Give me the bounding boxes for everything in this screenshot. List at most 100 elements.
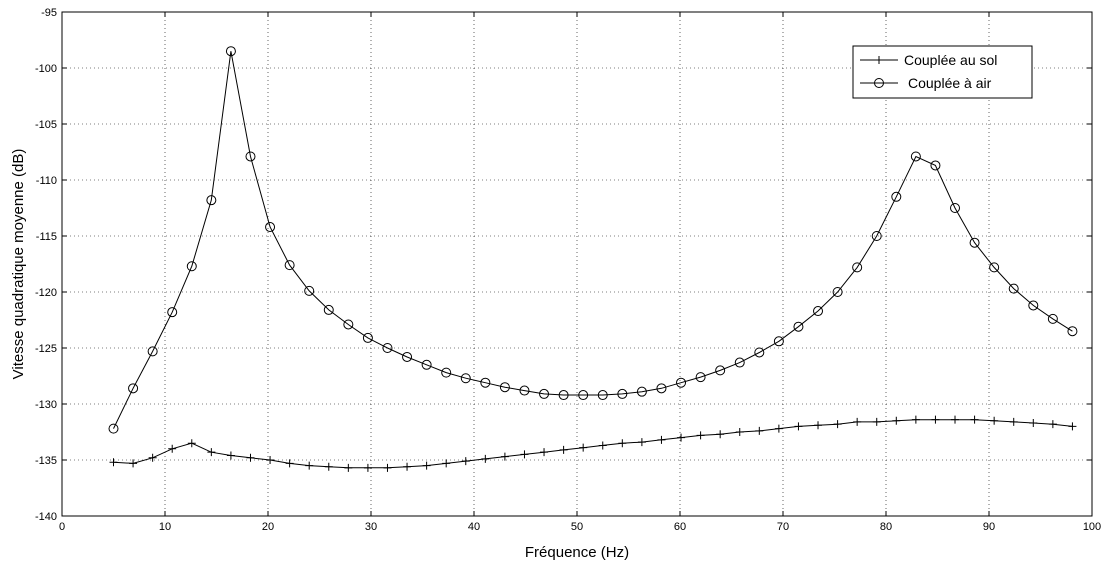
data-point-plus — [814, 421, 823, 430]
x-tick-label: 100 — [1083, 521, 1101, 533]
data-point-circle — [558, 390, 569, 401]
y-tick-label: -115 — [36, 231, 57, 243]
data-point-plus — [794, 422, 803, 431]
series-line-air — [113, 51, 1073, 429]
data-point-circle — [715, 365, 726, 376]
data-point-plus — [892, 416, 901, 425]
data-point-circle — [382, 343, 393, 353]
data-point-circle — [539, 388, 550, 399]
data-point-plus — [305, 461, 314, 470]
series-sol — [109, 415, 1077, 472]
data-point-plus — [774, 424, 783, 433]
data-point-circle — [304, 285, 315, 296]
legend-marker-plus — [875, 56, 883, 64]
legend-label-sol: Couplée au sol — [904, 52, 997, 68]
x-tick-label: 60 — [674, 521, 686, 533]
y-tick-label: -135 — [35, 455, 57, 467]
series-air — [108, 46, 1078, 434]
data-point-circle — [343, 319, 354, 330]
x-tick-label: 0 — [59, 521, 65, 533]
x-tick-label: 10 — [159, 521, 171, 533]
y-tick-label: -95 — [41, 7, 57, 19]
data-point-plus — [285, 459, 294, 468]
x-tick-label: 40 — [468, 521, 480, 533]
data-point-circle — [499, 382, 510, 393]
data-point-plus — [579, 443, 588, 452]
legend-marker-plus-shape — [875, 56, 883, 64]
data-point-circle — [323, 304, 334, 315]
data-point-plus — [168, 444, 177, 453]
data-point-plus — [403, 462, 412, 471]
data-point-plus — [266, 456, 275, 464]
data-point-circle — [480, 377, 491, 388]
data-point-circle — [265, 222, 276, 233]
data-point-circle — [128, 383, 139, 394]
x-tick-label: 90 — [983, 521, 995, 533]
x-tick-label: 30 — [365, 521, 377, 533]
data-point-circle — [597, 390, 608, 401]
data-point-plus — [481, 454, 490, 463]
data-point-plus — [853, 417, 862, 426]
data-point-circle — [695, 372, 706, 383]
data-point-circle — [245, 151, 256, 162]
y-tick-label: -120 — [35, 287, 57, 299]
data-point-circle — [108, 423, 119, 434]
y-tick-label: -140 — [35, 511, 57, 523]
data-point-circle — [421, 359, 432, 370]
data-point-plus — [1029, 419, 1038, 428]
data-point-circle — [147, 346, 158, 357]
data-point-plus — [148, 453, 157, 462]
data-point-plus — [540, 448, 549, 457]
x-ticks: 0 10 20 30 40 50 60 70 80 90 100 — [59, 12, 1101, 533]
data-point-plus — [207, 448, 216, 457]
data-point-circle — [206, 195, 217, 206]
data-point-plus — [520, 450, 529, 459]
data-point-circle — [186, 261, 197, 272]
data-point-circle — [852, 262, 863, 273]
y-tick-label: -110 — [36, 175, 57, 187]
y-tick-label: -130 — [35, 399, 57, 411]
data-point-circle — [891, 191, 902, 202]
data-point-plus — [442, 459, 451, 468]
data-point-circle — [969, 237, 980, 248]
legend-marker-circle — [874, 78, 884, 88]
data-point-plus — [755, 426, 764, 435]
data-point-circle — [460, 373, 471, 384]
data-point-plus — [129, 459, 138, 468]
y-tick-label: -100 — [35, 63, 57, 75]
data-point-circle — [1047, 313, 1058, 324]
data-point-plus — [246, 453, 255, 462]
data-point-plus — [833, 420, 842, 429]
data-point-circle — [441, 367, 452, 378]
data-point-plus — [187, 439, 196, 448]
data-point-plus — [344, 463, 353, 472]
data-point-circle — [676, 377, 687, 388]
x-tick-label: 70 — [777, 521, 789, 533]
data-point-circle — [519, 385, 530, 396]
data-point-circle — [989, 262, 1000, 273]
data-point-plus — [618, 439, 627, 448]
data-point-plus — [226, 451, 235, 460]
data-point-plus — [422, 461, 431, 470]
data-point-plus — [1048, 420, 1057, 429]
data-point-circle — [930, 160, 941, 171]
data-point-circle — [362, 332, 373, 343]
data-point-circle — [578, 390, 589, 401]
legend-box — [852, 45, 1033, 99]
data-point-plus — [363, 463, 372, 472]
data-point-circle — [950, 203, 961, 213]
data-point-plus — [657, 435, 666, 444]
x-tick-label: 50 — [571, 521, 583, 533]
data-point-plus — [637, 438, 646, 447]
data-point-plus — [461, 457, 470, 466]
data-point-circle — [832, 287, 843, 297]
data-point-plus — [735, 428, 744, 436]
data-point-circle — [1008, 283, 1019, 294]
data-point-circle — [1067, 326, 1078, 337]
data-point-circle — [656, 383, 667, 394]
data-point-plus — [931, 415, 940, 424]
data-point-circle — [617, 388, 628, 399]
data-point-plus — [911, 415, 920, 424]
data-point-circle — [754, 347, 765, 358]
